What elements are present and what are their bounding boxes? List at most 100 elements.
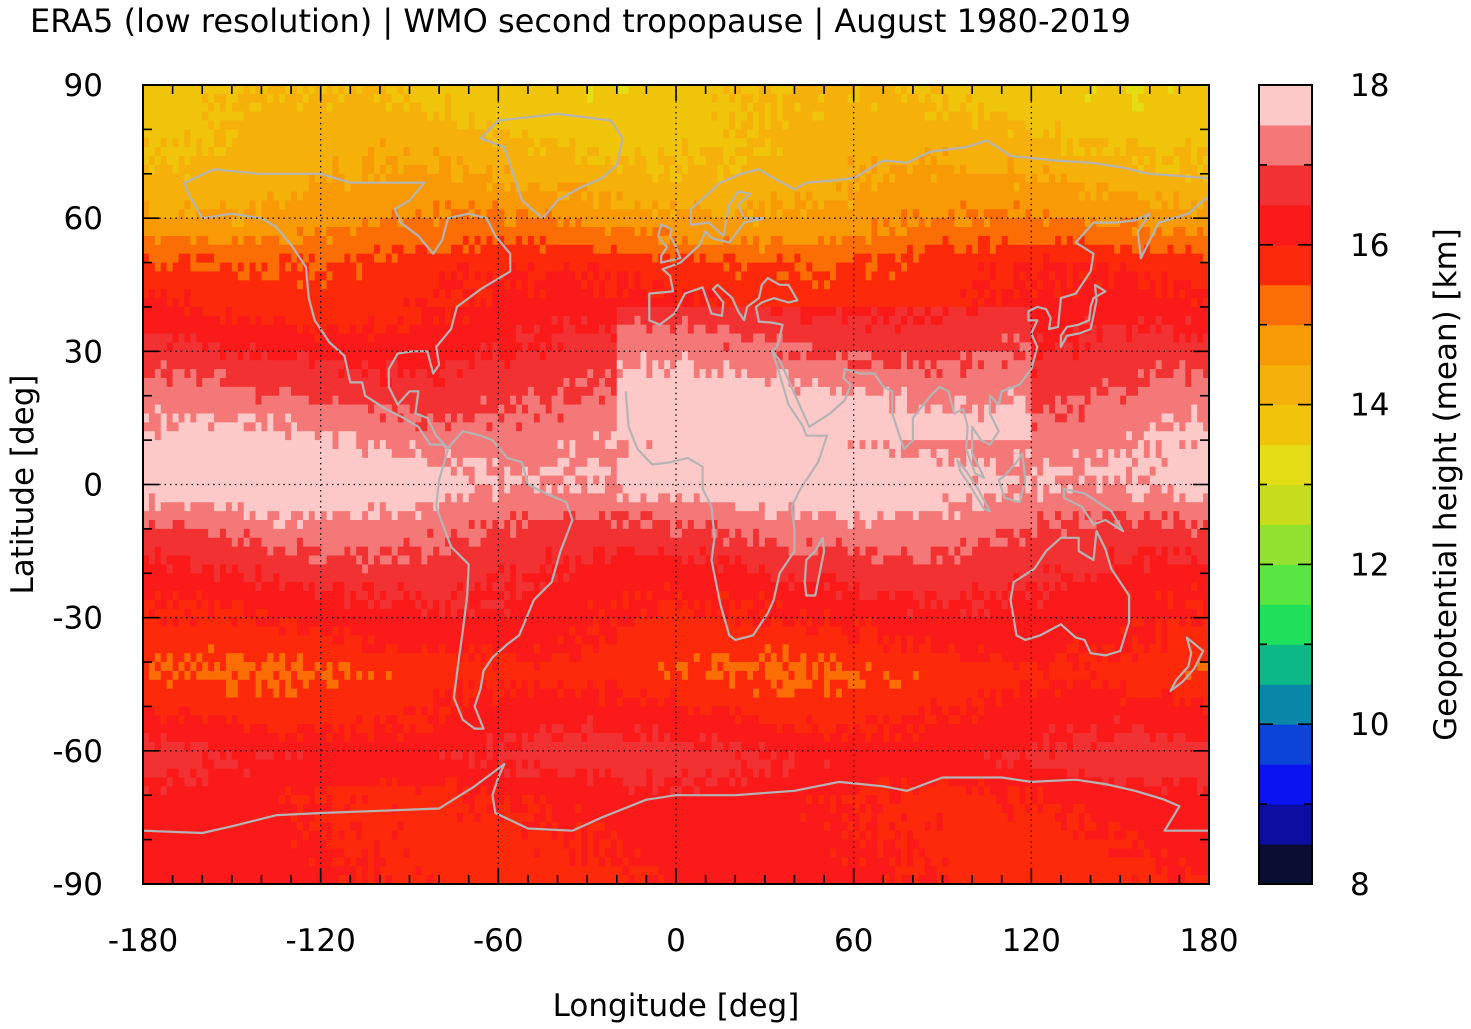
heatmap-cell: [1014, 263, 1021, 272]
heatmap-cell: [860, 85, 867, 94]
heatmap-cell: [338, 138, 345, 147]
heatmap-cell: [1185, 129, 1192, 138]
heatmap-cell: [510, 129, 517, 138]
heatmap-cell: [635, 316, 642, 325]
heatmap-cell: [179, 271, 186, 280]
heatmap-cell: [486, 192, 493, 201]
heatmap-cell: [356, 298, 363, 307]
heatmap-cell: [238, 183, 245, 192]
heatmap-cell: [439, 307, 446, 316]
heatmap-cell: [220, 316, 227, 325]
heatmap-cell: [1108, 298, 1115, 307]
heatmap-cell: [1179, 85, 1186, 94]
heatmap-cell: [943, 209, 950, 218]
heatmap-cell: [694, 316, 701, 325]
heatmap-cell: [1002, 121, 1009, 130]
heatmap-cell: [350, 94, 357, 103]
heatmap-cell: [161, 147, 168, 156]
heatmap-cell: [1019, 227, 1026, 236]
heatmap-cell: [599, 85, 606, 94]
heatmap-cell: [540, 227, 547, 236]
heatmap-cell: [646, 174, 653, 183]
heatmap-cell: [481, 192, 488, 201]
heatmap-cell: [877, 103, 884, 112]
heatmap-cell: [173, 289, 180, 298]
heatmap-cell: [925, 183, 932, 192]
heatmap-cell: [1150, 200, 1157, 209]
heatmap-cell: [190, 245, 197, 254]
heatmap-cell: [771, 325, 778, 334]
heatmap-cell: [1132, 129, 1139, 138]
heatmap-cell: [492, 325, 499, 334]
heatmap-cell: [1031, 218, 1038, 227]
heatmap-cell: [558, 174, 565, 183]
heatmap-cell: [943, 129, 950, 138]
heatmap-cell: [1108, 280, 1115, 289]
heatmap-cell: [190, 307, 197, 316]
heatmap-cell: [1043, 245, 1050, 254]
heatmap-cell: [895, 138, 902, 147]
heatmap-cell: [528, 103, 535, 112]
heatmap-cell: [978, 227, 985, 236]
heatmap-cell: [244, 129, 251, 138]
heatmap-cell: [338, 147, 345, 156]
heatmap-cell: [161, 307, 168, 316]
heatmap-cell: [954, 138, 961, 147]
heatmap-cell: [800, 112, 807, 121]
heatmap-cell: [635, 298, 642, 307]
heatmap-cell: [747, 85, 754, 94]
heatmap-cell: [1150, 271, 1157, 280]
heatmap-cell: [806, 183, 813, 192]
heatmap-cell: [1091, 209, 1098, 218]
heatmap-cell: [321, 263, 328, 272]
heatmap-cell: [202, 245, 209, 254]
heatmap-cell: [652, 280, 659, 289]
heatmap-cell: [854, 200, 861, 209]
heatmap-cell: [777, 209, 784, 218]
heatmap-cell: [700, 263, 707, 272]
heatmap-cell: [836, 298, 843, 307]
heatmap-cell: [694, 174, 701, 183]
heatmap-cell: [1019, 200, 1026, 209]
heatmap-cell: [208, 218, 215, 227]
heatmap-cell: [889, 147, 896, 156]
heatmap-cell: [812, 85, 819, 94]
heatmap-cell: [1067, 263, 1074, 272]
heatmap-cell: [824, 183, 831, 192]
heatmap-cell: [540, 103, 547, 112]
heatmap-cell: [646, 121, 653, 130]
heatmap-cell: [321, 218, 328, 227]
heatmap-cell: [1049, 271, 1056, 280]
heatmap-cell: [244, 200, 251, 209]
heatmap-cell: [1150, 307, 1157, 316]
heatmap-cell: [190, 316, 197, 325]
heatmap-cell: [587, 254, 594, 263]
heatmap-cell: [179, 138, 186, 147]
heatmap-cell: [706, 271, 713, 280]
heatmap-cell: [587, 307, 594, 316]
heatmap-cell: [1150, 85, 1157, 94]
heatmap-cell: [1144, 280, 1151, 289]
heatmap-cell: [830, 316, 837, 325]
heatmap-cell: [1043, 289, 1050, 298]
heatmap-cell: [149, 263, 156, 272]
heatmap-cell: [220, 174, 227, 183]
heatmap-cell: [759, 129, 766, 138]
heatmap-cell: [362, 227, 369, 236]
heatmap-cell: [629, 298, 636, 307]
heatmap-cell: [362, 316, 369, 325]
heatmap-cell: [623, 236, 630, 245]
heatmap-cell: [250, 307, 257, 316]
heatmap-cell: [338, 289, 345, 298]
heatmap-cell: [427, 289, 434, 298]
heatmap-cell: [155, 147, 162, 156]
heatmap-cell: [777, 85, 784, 94]
heatmap-cell: [386, 85, 393, 94]
heatmap-cell: [463, 325, 470, 334]
heatmap-cell: [943, 271, 950, 280]
heatmap-cell: [931, 200, 938, 209]
heatmap-cell: [907, 254, 914, 263]
heatmap-cell: [350, 85, 357, 94]
heatmap-cell: [717, 94, 724, 103]
heatmap-cell: [374, 263, 381, 272]
